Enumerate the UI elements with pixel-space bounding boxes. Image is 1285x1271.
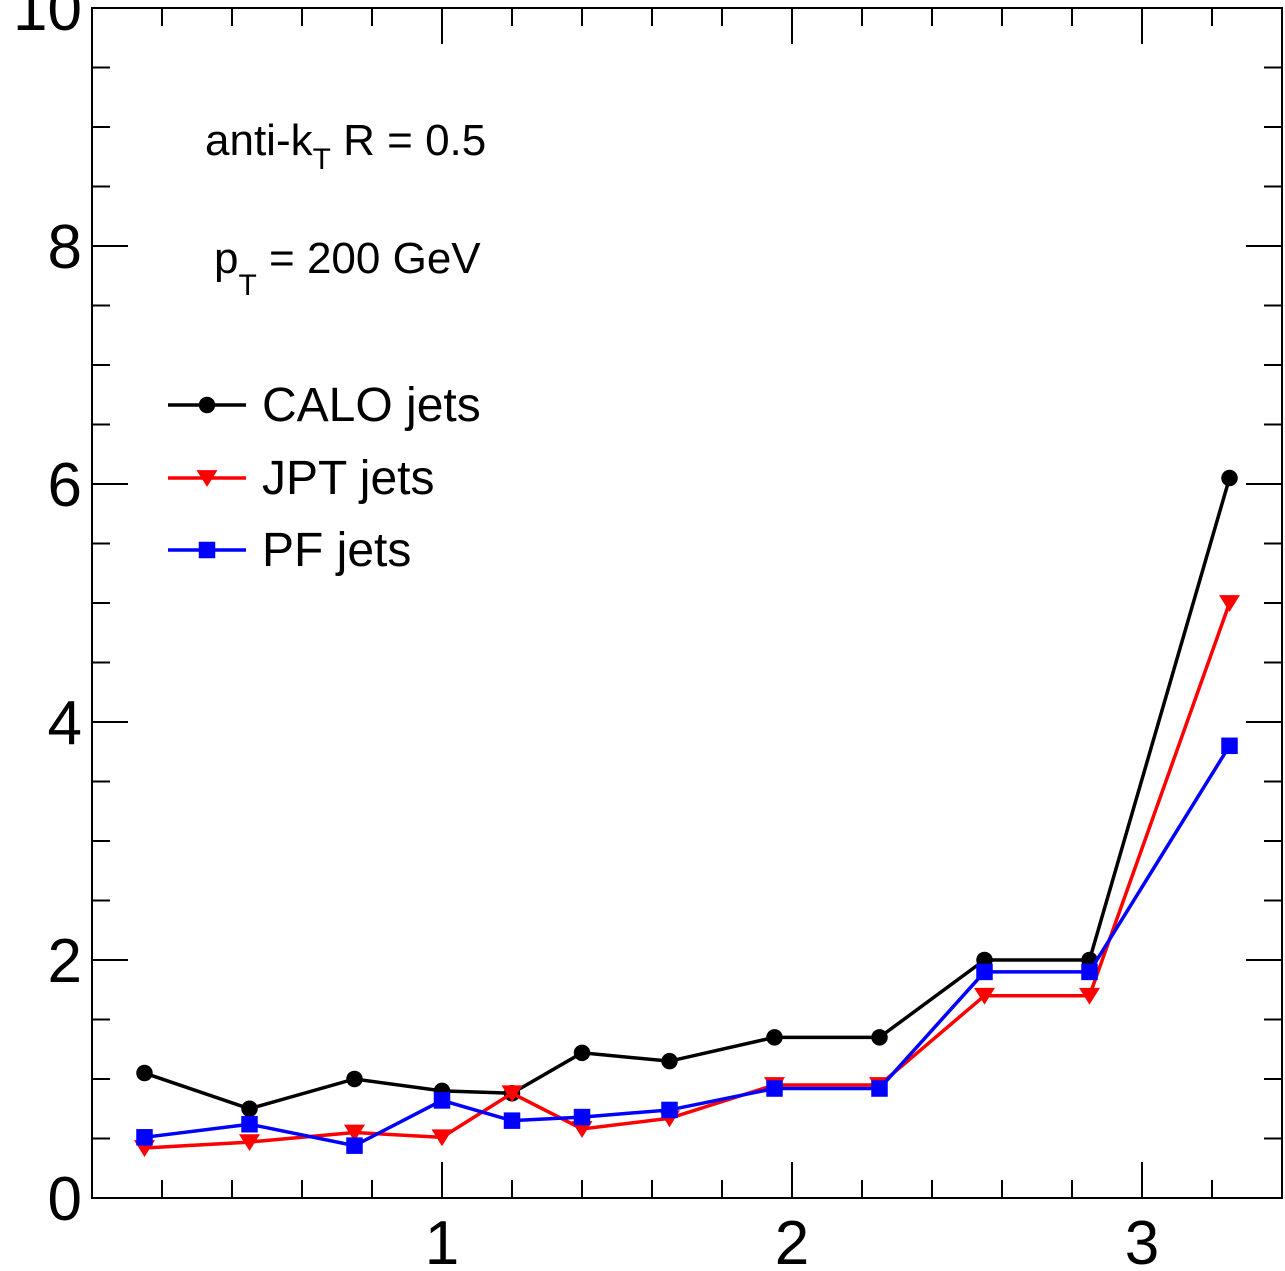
- legend-marker: [196, 470, 218, 487]
- series-line: [143, 477, 1232, 1111]
- data-point: [1221, 469, 1238, 487]
- series-line: [144, 744, 1231, 1148]
- x-tick-label: 2: [775, 1209, 809, 1271]
- data-point: [433, 1092, 451, 1109]
- annotation-pt: pT = 200 GeV: [214, 234, 481, 302]
- x-tick-label: 3: [1125, 1209, 1159, 1271]
- data-point: [501, 1085, 523, 1103]
- legend-item: PF jets: [168, 524, 411, 577]
- plot-frame: [91, 7, 1283, 1199]
- legend-item: CALO jets: [168, 379, 481, 432]
- data-point: [136, 1064, 153, 1082]
- legend-marker: [198, 541, 216, 559]
- data-point: [573, 1044, 591, 1062]
- x-tick-label: 1: [425, 1209, 459, 1271]
- y-tick-label: 2: [48, 927, 82, 996]
- legend-label: JPT jets: [262, 452, 435, 505]
- data-point: [871, 1029, 888, 1046]
- series-pf-jets: [136, 737, 1238, 1154]
- data-point: [573, 1108, 591, 1126]
- data-point: [661, 1101, 678, 1119]
- y-tick-label: 6: [48, 451, 82, 520]
- series-line: [144, 602, 1232, 1150]
- data-point: [766, 1080, 783, 1097]
- data-point: [241, 1100, 258, 1117]
- data-point: [241, 1115, 258, 1133]
- data-point: [974, 987, 995, 1005]
- axis-ticks: [92, 7, 1283, 1199]
- data-point: [136, 1129, 153, 1146]
- y-tick-label: 10: [13, 0, 82, 44]
- data-point: [344, 1124, 365, 1142]
- data-point: [871, 1080, 888, 1097]
- data-point: [1221, 737, 1238, 755]
- legend-label: CALO jets: [262, 379, 481, 432]
- plot-area-border: [91, 7, 1283, 1199]
- data-point: [346, 1070, 363, 1088]
- legend: CALO jets JPT jets PF jets: [168, 379, 481, 577]
- legend-label: PF jets: [262, 524, 411, 577]
- annotation-algorithm: anti-kT R = 0.5: [205, 116, 486, 176]
- data-point: [976, 963, 993, 981]
- y-tick-label: 8: [48, 213, 82, 282]
- y-tick-label: 0: [48, 1165, 82, 1234]
- legend-marker: [198, 396, 216, 414]
- legend-item: JPT jets: [168, 452, 435, 505]
- data-point: [1079, 987, 1100, 1005]
- data-point: [661, 1052, 678, 1070]
- data-point: [239, 1134, 260, 1151]
- data-point: [766, 1029, 783, 1046]
- data-point: [1081, 963, 1098, 981]
- data-point: [431, 1129, 453, 1147]
- series-jpt-jets: [134, 595, 1240, 1157]
- data-series: [134, 469, 1240, 1157]
- y-tick-label: 4: [48, 689, 82, 758]
- data-point: [1219, 595, 1240, 612]
- svg-text:anti-kT R = 0.5: anti-kT R = 0.5: [205, 116, 486, 176]
- svg-text:pT = 200 GeV: pT = 200 GeV: [214, 234, 481, 302]
- data-point: [503, 1112, 521, 1129]
- data-point: [346, 1137, 363, 1154]
